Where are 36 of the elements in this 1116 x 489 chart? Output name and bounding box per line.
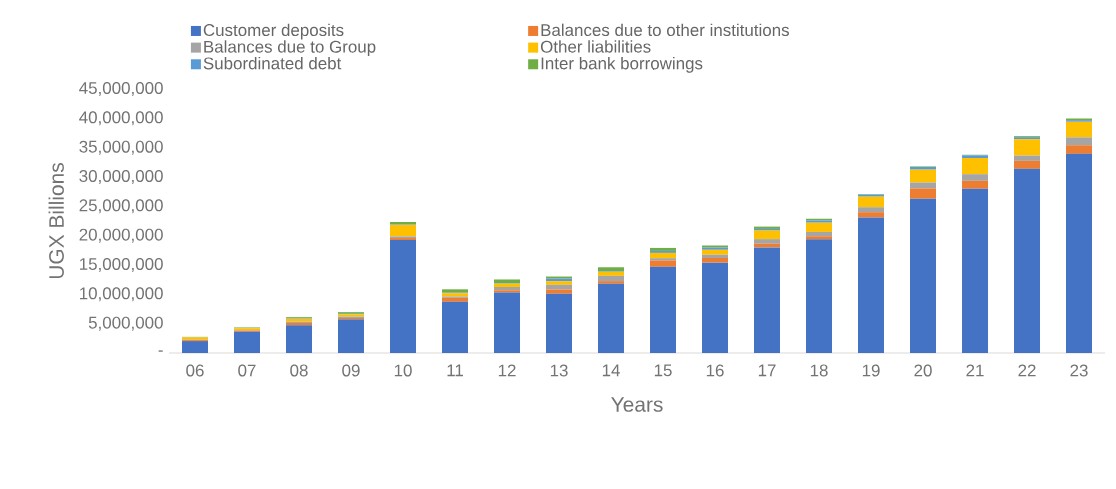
legend-label: Customer deposits bbox=[203, 23, 344, 40]
x-tick-label: 13 bbox=[550, 364, 568, 377]
x-tick-label: 19 bbox=[862, 364, 880, 377]
y-tick-label: 30,000,000 bbox=[79, 169, 163, 184]
y-tick-label: 40,000,000 bbox=[79, 111, 163, 126]
x-tick-label: 17 bbox=[758, 364, 776, 377]
x-tick-label: 08 bbox=[290, 364, 308, 377]
x-tick-label: 10 bbox=[394, 364, 412, 377]
x-axis-title: Years bbox=[611, 397, 663, 412]
legend-label: Balances due to other institutions bbox=[541, 23, 789, 37]
legend-label: Balances due to Group bbox=[204, 40, 376, 57]
y-tick-label: 15,000,000 bbox=[80, 257, 163, 272]
x-tick-label: 09 bbox=[342, 364, 360, 377]
x-tick-label: 16 bbox=[706, 364, 724, 377]
x-tick-label: 18 bbox=[810, 364, 828, 377]
x-tick-label: 06 bbox=[186, 364, 204, 377]
y-tick-label: 5,000,000 bbox=[88, 316, 163, 331]
x-tick-label: 11 bbox=[447, 364, 463, 377]
y-tick-label: 45,000,000 bbox=[79, 81, 163, 96]
y-tick-label: 35,000,000 bbox=[79, 140, 163, 155]
x-tick-label: 07 bbox=[238, 364, 256, 377]
legend-label: Subordinated debt bbox=[203, 56, 342, 70]
x-tick-label: 22 bbox=[1018, 364, 1036, 377]
x-tick-label: 15 bbox=[654, 364, 672, 377]
x-tick-label: 20 bbox=[914, 364, 932, 377]
y-axis-title: UGX Billions bbox=[48, 163, 64, 279]
x-tick-label: 21 bbox=[966, 364, 984, 377]
y-tick-label: 20,000,000 bbox=[79, 228, 163, 243]
y-tick-label: - bbox=[158, 350, 163, 352]
x-tick-label: 23 bbox=[1070, 364, 1088, 377]
y-tick-label: 10,000,000 bbox=[80, 287, 163, 302]
legend-label: Other liabilities bbox=[540, 40, 651, 53]
legend-label: Inter bank borrowings bbox=[541, 56, 703, 73]
x-tick-label: 12 bbox=[498, 364, 516, 377]
y-tick-label: 25,000,000 bbox=[79, 199, 163, 214]
x-tick-label: 14 bbox=[602, 364, 620, 377]
